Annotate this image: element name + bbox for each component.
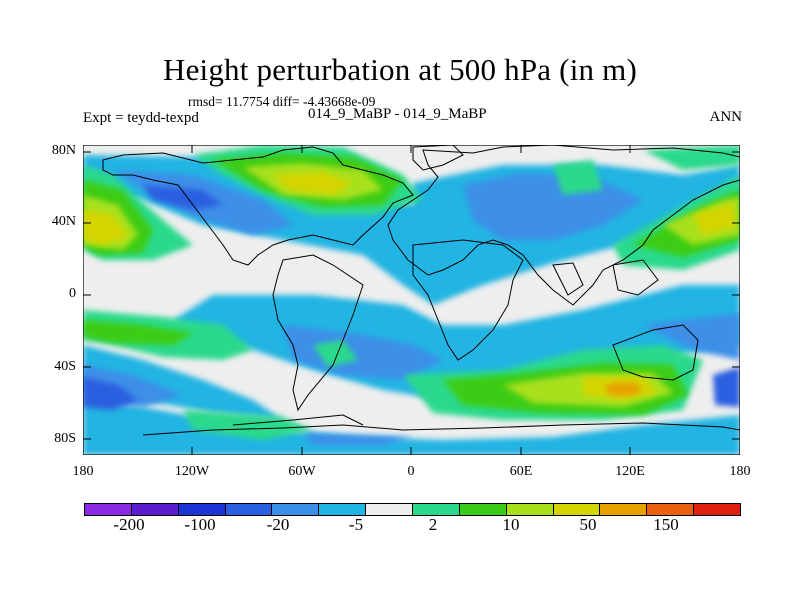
positive-contours-yellow: [83, 172, 735, 400]
map-title: Height perturbation at 500 hPa (in m): [162, 52, 638, 87]
lon-label-120w: 120W: [174, 464, 210, 479]
colorbar-label: 10: [502, 515, 520, 534]
lon-label-0: 0: [407, 464, 415, 479]
colorbar-label: -100: [184, 515, 216, 534]
lat-label-40s: 40S: [54, 359, 76, 374]
colorbar-label: -20: [266, 515, 290, 534]
comparison-label: 014_9_MaBP - 014_9_MaBP: [308, 106, 487, 122]
colorbar-label: -5: [348, 515, 364, 534]
colorbar-label: -200: [113, 515, 145, 534]
positive-contours-orange: [605, 382, 641, 396]
colorbar-swatch: [693, 503, 741, 516]
height-perturbation-map: [83, 145, 740, 455]
negative-contours-dark: [83, 185, 740, 410]
axis-ticks: [83, 145, 740, 455]
experiment-label: Expt = teydd-texpd: [83, 110, 199, 126]
season-label: ANN: [709, 109, 743, 125]
lat-label-0: 0: [69, 286, 76, 301]
rmsd-diff-stats: rmsd= 11.7754 diff= -4.43668e-09: [188, 94, 376, 109]
lat-label-80n: 80N: [51, 143, 76, 158]
colorbar-label: 2: [428, 515, 438, 534]
lon-label-60e: 60E: [509, 464, 533, 479]
lon-label-60w: 60W: [288, 464, 316, 479]
lon-label-180w: 180: [72, 464, 94, 479]
lon-label-120e: 120E: [615, 464, 645, 479]
colorbar-label: 150: [653, 515, 679, 534]
lat-label-80s: 80S: [54, 431, 76, 446]
coastlines: [102, 145, 740, 436]
lon-label-180e: 180: [729, 464, 751, 479]
lat-label-40n: 40N: [51, 214, 76, 229]
colorbar-label: 50: [579, 515, 597, 534]
